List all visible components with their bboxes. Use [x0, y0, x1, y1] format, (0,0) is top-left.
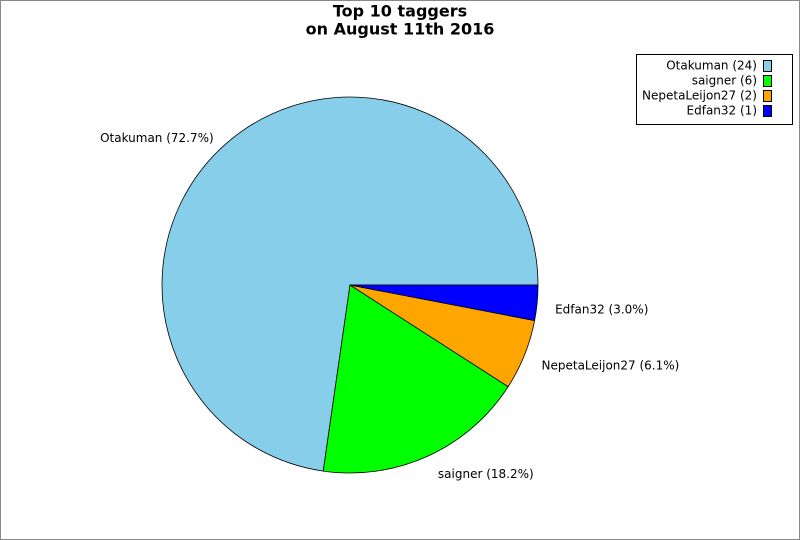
- slice-label: saigner (18.2%): [438, 467, 534, 481]
- slice-label: NepetaLeijon27 (6.1%): [542, 359, 680, 373]
- legend-label: Otakuman (24): [666, 59, 757, 73]
- pie-slice: [322, 284, 509, 474]
- legend-label: NepetaLeijon27 (2): [642, 89, 757, 103]
- chart-title: Top 10 taggers: [333, 2, 467, 21]
- legend-swatch: [763, 75, 772, 87]
- legend-swatch: [763, 90, 772, 102]
- chart-subtitle: on August 11th 2016: [306, 20, 495, 39]
- pie-slice: [161, 96, 539, 472]
- legend-label: Edfan32 (1): [687, 104, 757, 118]
- pie-slice: [349, 284, 539, 322]
- slice-label: Otakuman (72.7%): [100, 131, 214, 145]
- legend-label: saigner (6): [692, 74, 757, 88]
- slice-label: Edfan32 (3.0%): [555, 303, 648, 317]
- legend-swatch: [763, 60, 772, 72]
- legend-swatch: [763, 105, 772, 117]
